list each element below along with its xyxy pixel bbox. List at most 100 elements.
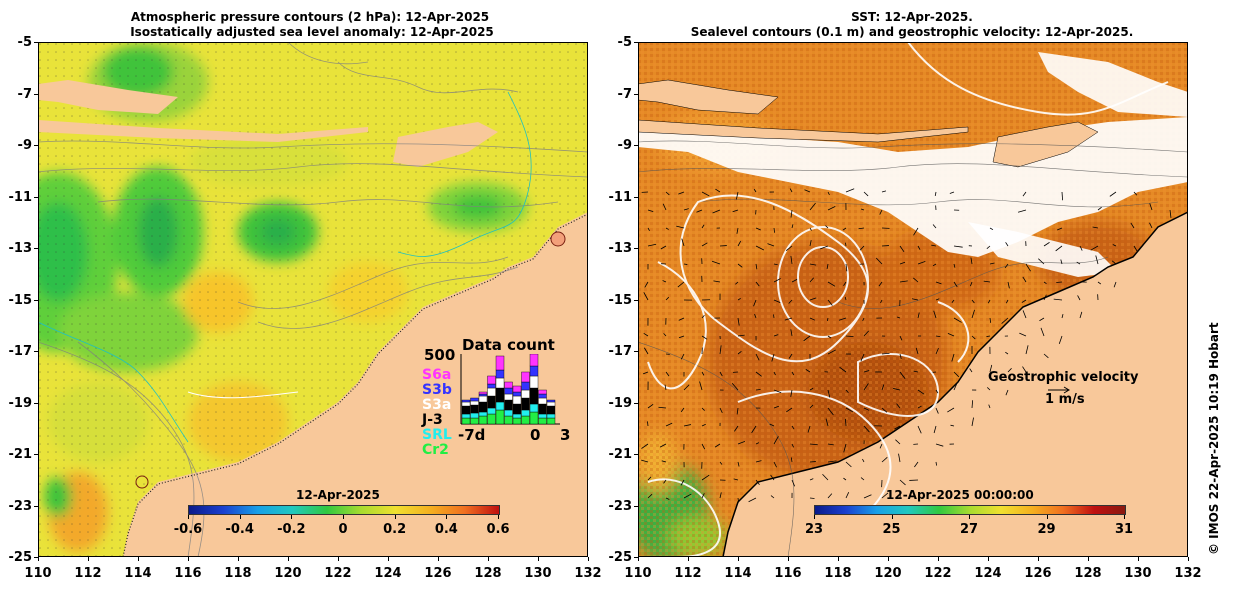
x-tick-label: 118 (824, 566, 852, 581)
x-tick-label: 132 (574, 566, 602, 581)
velocity-arrow (647, 403, 654, 409)
velocity-arrow (647, 243, 657, 247)
x-tick-label: 114 (124, 566, 152, 581)
y-tick (634, 402, 638, 404)
velocity-arrow (1113, 281, 1117, 288)
x-tick (988, 557, 989, 561)
x-tick (538, 557, 539, 561)
velocity-arrow (894, 425, 901, 430)
velocity-arrow (1111, 260, 1117, 265)
x-tick (588, 557, 589, 561)
colorbar-tick-label: 29 (1037, 522, 1056, 537)
x-tick-label: 122 (924, 566, 952, 581)
data-count-bar-segment (512, 403, 522, 415)
velocity-arrow (863, 494, 872, 499)
y-tick-label: -11 (608, 189, 633, 205)
x-tick-label: 110 (24, 566, 52, 581)
velocity-arrow (1079, 311, 1083, 319)
velocity-arrow (971, 309, 975, 319)
velocity-arrow (935, 347, 939, 355)
velocity-arrow (896, 403, 901, 409)
velocity-arrow (913, 227, 919, 236)
y-tick-label: -15 (8, 292, 33, 308)
left-colorbar (188, 505, 500, 515)
right-map-panel[interactable]: Geostrophic velocity 1 m/s 12-Apr-2025 0… (638, 42, 1188, 557)
colorbar-tick (239, 515, 241, 519)
y-tick-label: -11 (8, 189, 33, 205)
velocity-arrow (843, 281, 847, 286)
velocity-arrow (755, 371, 762, 377)
velocity-arrow (1112, 244, 1117, 247)
velocity-arrow (1025, 345, 1029, 355)
velocity-arrow (773, 227, 775, 233)
velocity-arrow (701, 315, 705, 319)
velocity-arrow (785, 245, 793, 252)
velocity-arrow (935, 389, 939, 394)
land-timor-right (638, 79, 779, 115)
velocity-arrow (665, 227, 669, 230)
velocity-arrow (803, 335, 811, 342)
data-count-bar-segment (487, 395, 496, 409)
velocity-arrow (676, 225, 685, 229)
data-count-bar-segment (546, 417, 556, 425)
velocity-arrow (917, 312, 920, 319)
velocity-arrow (788, 299, 793, 304)
velocity-arrow (1090, 245, 1099, 251)
velocity-arrow (899, 353, 902, 360)
velocity-arrow (1043, 281, 1047, 284)
colorbar-tick-label: 0.4 (434, 522, 458, 537)
velocity-arrow (911, 298, 919, 301)
y-tick-label: -17 (8, 344, 33, 359)
velocity-scale-label: 1 m/s (1045, 392, 1085, 407)
y-tick (34, 42, 38, 43)
data-count-bar-segment (538, 403, 547, 415)
velocity-arrow (935, 407, 939, 414)
velocity-arrow (736, 227, 739, 234)
left-map-panel[interactable]: Data count 500 S6a S3b S3a J-3 SRL Cr2 -… (38, 42, 588, 557)
y-tick (634, 93, 638, 95)
velocity-arrow (988, 404, 991, 409)
velocity-arrow (827, 407, 834, 416)
velocity-arrow (790, 329, 793, 337)
velocity-arrow (987, 387, 991, 391)
data-count-bar-segment (512, 413, 522, 419)
velocity-arrow (935, 443, 944, 447)
velocity-arrow (822, 473, 829, 481)
x-tick (138, 557, 139, 561)
velocity-arrow (862, 317, 865, 322)
velocity-arrow (862, 458, 865, 463)
sst-map (638, 42, 1188, 557)
colorbar-tick (1046, 515, 1048, 519)
velocity-arrow (680, 407, 685, 413)
velocity-arrow (683, 493, 692, 499)
velocity-arrow (661, 460, 667, 463)
velocity-arrow (809, 240, 812, 247)
data-count-bar-segment (487, 375, 496, 385)
velocity-arrow (951, 299, 955, 304)
land-timor (38, 80, 178, 114)
velocity-arrow (737, 461, 740, 467)
velocity-arrow (1055, 245, 1063, 252)
data-count-bar-segment (495, 401, 505, 411)
velocity-arrow (1007, 368, 1012, 373)
x-tick-label: 128 (1074, 566, 1102, 581)
velocity-arrow (899, 245, 905, 253)
velocity-arrow (696, 209, 703, 213)
velocity-arrow (953, 317, 962, 323)
velocity-arrow (1076, 261, 1081, 265)
velocity-arrow (1022, 191, 1027, 197)
velocity-arrow (933, 425, 937, 434)
data-count-bar-segment (470, 400, 479, 406)
data-count-bar-segment (487, 383, 496, 389)
velocity-arrow (875, 257, 883, 265)
velocity-arrow (827, 299, 833, 306)
velocity-arrow (767, 243, 775, 247)
data-count-bar-segment (478, 411, 488, 417)
velocity-arrow (665, 371, 670, 377)
velocity-scale-arrow (1048, 386, 1070, 394)
velocity-arrow (860, 477, 865, 481)
data-count-bar-segment (546, 401, 556, 407)
sat-srl: SRL (422, 427, 452, 443)
velocity-arrow (1133, 245, 1138, 252)
velocity-arrow (1001, 317, 1009, 324)
